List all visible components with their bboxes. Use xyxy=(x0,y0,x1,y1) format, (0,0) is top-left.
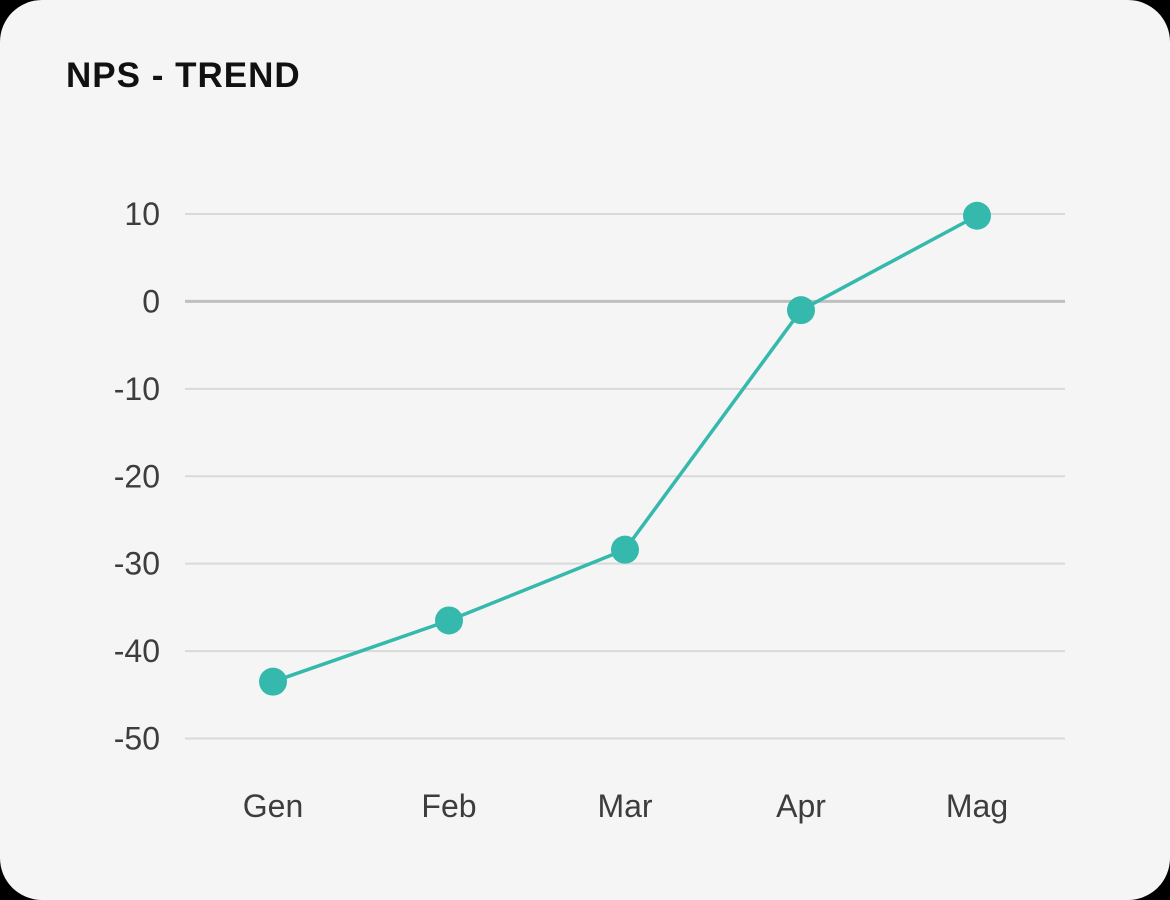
trend-line xyxy=(271,213,979,684)
x-tick-label: Apr xyxy=(776,788,826,824)
y-tick-label: -10 xyxy=(114,371,160,407)
data-point-mag xyxy=(963,201,991,230)
x-tick-label: Mar xyxy=(597,788,652,824)
data-point-gen xyxy=(259,667,287,696)
y-tick-label: -30 xyxy=(114,546,160,582)
chart-title: NPS - TREND xyxy=(66,56,301,95)
y-tick-label: 10 xyxy=(124,196,160,232)
y-tick-label: 0 xyxy=(142,283,160,319)
x-tick-label: Gen xyxy=(243,788,303,824)
x-tick-label: Mag xyxy=(946,788,1008,824)
x-tick-label: Feb xyxy=(421,788,476,824)
y-tick-label: -50 xyxy=(114,721,160,757)
y-tick-label: -20 xyxy=(114,458,160,494)
data-point-mar xyxy=(611,535,639,564)
data-point-feb xyxy=(435,606,463,635)
data-point-apr xyxy=(787,296,815,325)
y-tick-label: -40 xyxy=(114,633,160,669)
